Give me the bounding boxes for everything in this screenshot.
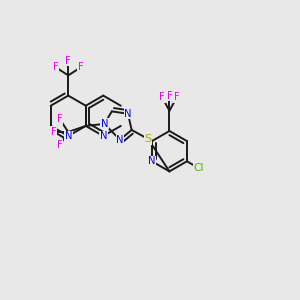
Text: N: N: [100, 131, 107, 141]
Text: F: F: [57, 115, 63, 124]
Text: F: F: [57, 140, 63, 149]
Text: N: N: [100, 119, 108, 129]
Text: N: N: [148, 156, 156, 166]
Text: Cl: Cl: [193, 163, 204, 173]
Text: S: S: [145, 134, 152, 144]
Text: F: F: [159, 92, 165, 103]
Text: F: F: [167, 91, 172, 100]
Text: F: F: [174, 92, 180, 103]
Text: N: N: [124, 109, 132, 119]
Text: F: F: [65, 56, 71, 66]
Text: F: F: [51, 127, 56, 137]
Text: F: F: [53, 62, 58, 72]
Text: N: N: [116, 135, 124, 145]
Text: F: F: [78, 62, 84, 72]
Text: N: N: [64, 131, 72, 141]
